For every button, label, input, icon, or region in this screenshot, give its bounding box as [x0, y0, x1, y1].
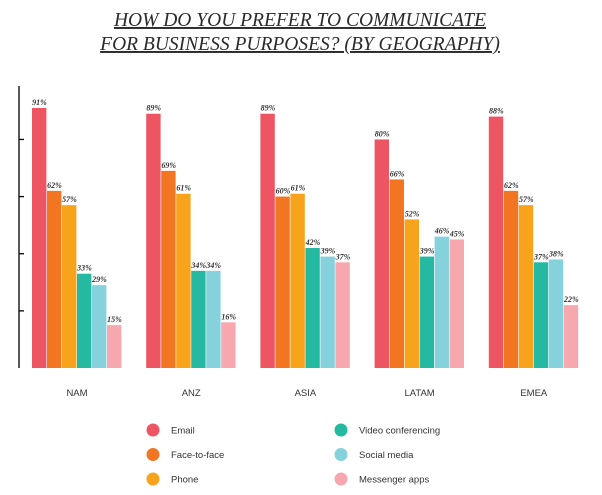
bar-anz-messenger-apps	[221, 322, 236, 368]
legend-swatch	[334, 423, 348, 437]
legend-swatch	[334, 472, 348, 486]
bar-nam-email	[32, 108, 47, 368]
legend-swatch	[146, 472, 160, 486]
legend-label: Messenger apps	[359, 475, 429, 486]
data-label: 66%	[390, 169, 405, 178]
legend-label: Social media	[359, 450, 414, 461]
bar-nam-social-media	[92, 285, 107, 368]
bar-latam-face-to-face	[389, 179, 404, 368]
category-label-emea: EMEA	[520, 388, 548, 399]
data-label: 62%	[47, 181, 62, 190]
data-label: 91%	[32, 98, 47, 107]
bar-nam-phone	[62, 205, 77, 368]
bar-anz-email	[146, 113, 161, 369]
legend-swatch	[146, 423, 160, 437]
data-label: 42%	[305, 238, 321, 247]
data-label: 89%	[261, 104, 276, 113]
y-axis	[18, 86, 24, 368]
chart-title-line-1: HOW DO YOU PREFER TO COMMUNICATE	[113, 10, 486, 31]
legend: Email Face-to-face Phone Video conferencing…	[146, 423, 440, 486]
bar-emea-social-media	[548, 259, 564, 368]
data-label: 37%	[335, 252, 351, 261]
bar-anz-social-media	[206, 270, 221, 368]
data-label: 37%	[533, 252, 549, 261]
bar-latam-phone	[404, 219, 419, 368]
bar-emea-email	[488, 116, 504, 368]
bar-asia-video-conferencing	[305, 248, 320, 368]
bar-latam-social-media	[434, 236, 449, 368]
bar-asia-phone	[290, 193, 305, 368]
chart-title-line-2: FOR BUSINESS PURPOSES? (BY GEOGRAPHY)	[99, 34, 500, 55]
data-label: 80%	[375, 129, 390, 138]
data-label: 34%	[205, 261, 221, 270]
x-axis-labels: NAM ANZ ASIA LATAM EMEA	[66, 388, 547, 399]
bar-anz-video-conferencing	[191, 270, 206, 368]
data-label: 61%	[176, 184, 191, 193]
data-label: 88%	[489, 107, 504, 116]
bar-nam-video-conferencing	[77, 273, 92, 368]
data-label: 38%	[548, 249, 564, 258]
bars: 91%62%57%33%29%15%89%69%61%34% 34%16%89%6…	[32, 98, 579, 369]
bar-latam-messenger-apps	[449, 239, 464, 368]
data-label: 60%	[276, 187, 291, 196]
bar-emea-face-to-face	[503, 190, 519, 368]
data-label: 62%	[504, 181, 519, 190]
bar-anz-phone	[176, 193, 191, 368]
bar-emea-phone	[518, 205, 534, 368]
data-label: 57%	[62, 195, 77, 204]
bar-latam-email	[374, 139, 389, 368]
bar-asia-messenger-apps	[335, 262, 350, 368]
category-label-nam: NAM	[66, 388, 87, 399]
data-label: 39%	[320, 247, 336, 256]
data-label: 69%	[161, 161, 176, 170]
data-label: 46%	[434, 227, 450, 236]
bar-emea-messenger-apps	[563, 305, 579, 368]
category-label-latam: LATAM	[404, 388, 434, 399]
data-label: 33%	[76, 264, 92, 273]
bar-anz-face-to-face	[161, 170, 176, 368]
bar-asia-social-media	[320, 256, 335, 368]
data-label: 39%	[419, 247, 435, 256]
data-label: 29%	[91, 275, 107, 284]
data-label: 89%	[146, 104, 161, 113]
bar-asia-email	[260, 113, 275, 369]
bar-latam-video-conferencing	[419, 256, 434, 368]
legend-swatch	[334, 448, 348, 461]
data-label: 61%	[291, 184, 306, 193]
data-label: 22%	[563, 295, 579, 304]
bar-nam-messenger-apps	[107, 325, 122, 368]
legend-label: Video conferencing	[359, 426, 440, 437]
category-label-asia: ASIA	[295, 388, 317, 399]
data-label: 52%	[405, 209, 420, 218]
legend-label: Phone	[171, 475, 198, 486]
bar-nam-face-to-face	[47, 190, 62, 368]
legend-label: Face-to-face	[171, 450, 224, 461]
legend-label: Email	[171, 426, 195, 437]
data-label: 16%	[221, 312, 236, 321]
data-label: 45%	[449, 229, 465, 238]
legend-swatch	[146, 448, 160, 461]
data-label: 57%	[519, 195, 534, 204]
data-label: 15%	[107, 315, 122, 324]
category-label-anz: ANZ	[182, 388, 201, 399]
bar-asia-face-to-face	[275, 196, 290, 368]
data-label: 34%	[190, 261, 206, 270]
bar-emea-video-conferencing	[533, 262, 549, 368]
